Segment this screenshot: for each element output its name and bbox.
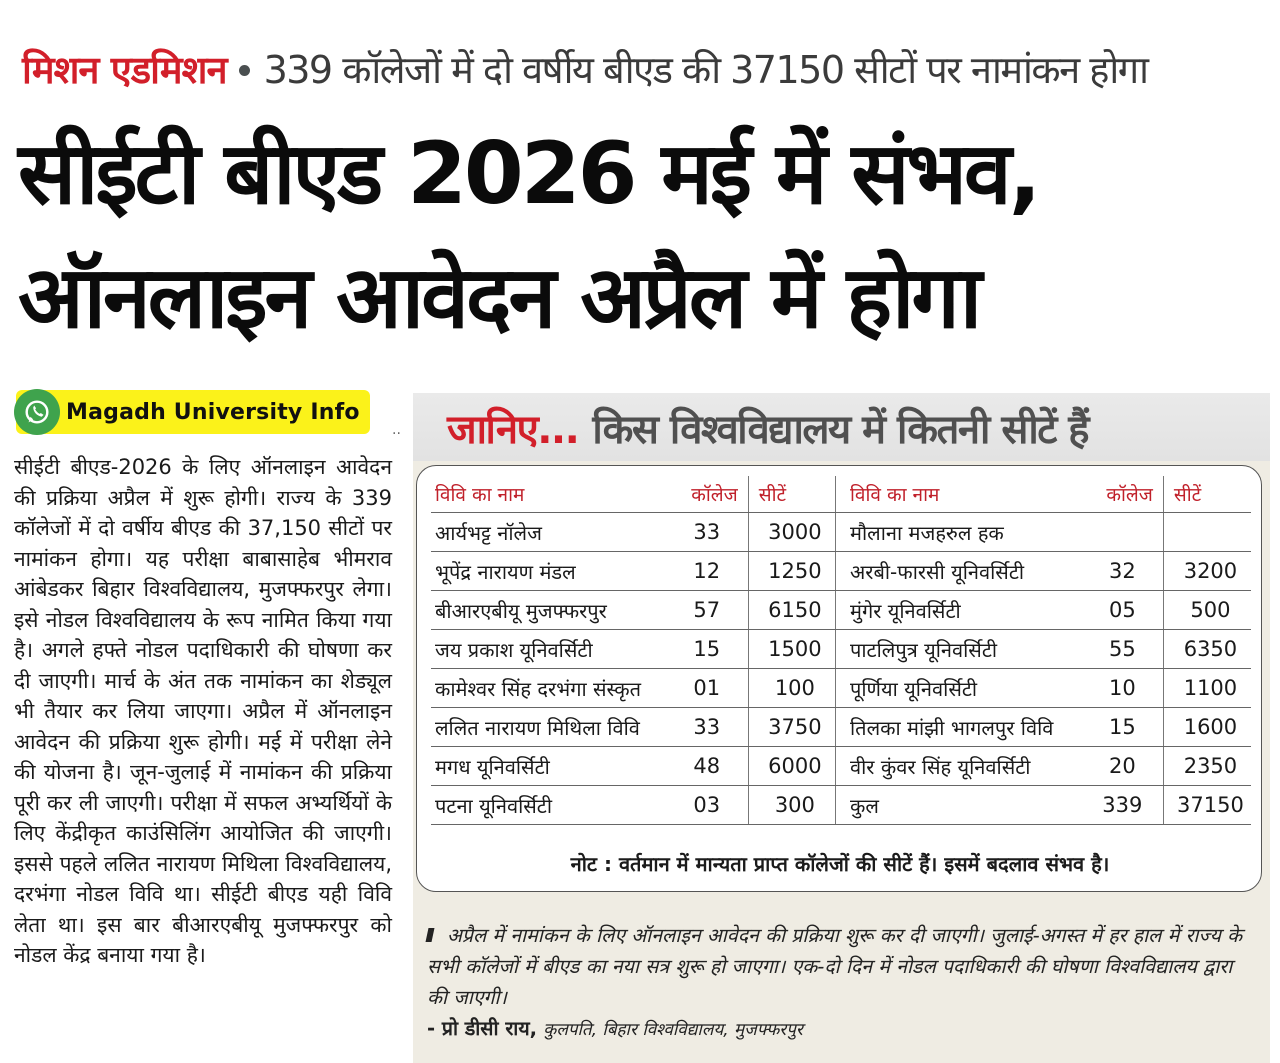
cell-colleges: 339: [1081, 785, 1164, 825]
article-body: सीईटी बीएड-2026 के लिए ऑनलाइन आवेदन की प…: [14, 452, 392, 971]
ellipsis-mark: ..: [392, 422, 401, 438]
cell-name: मुंगेर यूनिवर्सिटी: [835, 590, 1082, 630]
table-row: ललित नारायण मिथिला विवि 33 3750: [431, 707, 835, 747]
cell-seats: 300: [747, 785, 835, 825]
badge-label: Magadh University Info: [66, 399, 360, 425]
cell-seats: 2350: [1162, 746, 1251, 786]
cell-seats: [1162, 512, 1251, 552]
cell-name: मौलाना मजहरुल हक: [835, 512, 1082, 552]
headline-line-2: ऑनलाइन आवेदन अप्रैल में होगा: [18, 248, 982, 348]
cell-seats: 6150: [747, 590, 835, 630]
table-row: भूपेंद्र नारायण मंडल 12 1250: [431, 551, 835, 591]
cell-seats: 3750: [747, 707, 835, 747]
table-row: कामेश्वर सिंह दरभंगा संस्कृत 01 100: [431, 668, 835, 708]
bullet-dot-icon: [238, 64, 250, 76]
cell-seats: 3000: [747, 512, 835, 552]
cell-name: भूपेंद्र नारायण मंडल: [431, 551, 666, 591]
cell-name: पूर्णिया यूनिवर्सिटी: [835, 668, 1082, 708]
cell-name: कामेश्वर सिंह दरभंगा संस्कृत: [431, 668, 666, 708]
cell-colleges: 33: [665, 707, 749, 747]
cell-colleges: 10: [1081, 668, 1164, 708]
seats-table-right: विवि का नाम कॉलेज सीटें मौलाना मजहरुल हक…: [835, 476, 1251, 825]
seats-table-card: विवि का नाम कॉलेज सीटें आर्यभट्ट नॉलेज 33…: [416, 465, 1262, 892]
table-row: पाटलिपुत्र यूनिवर्सिटी 55 6350: [835, 629, 1251, 669]
cell-colleges: [1081, 512, 1164, 552]
cell-colleges: 32: [1081, 551, 1164, 591]
whatsapp-icon: [14, 389, 60, 435]
cell-seats: 500: [1162, 590, 1251, 630]
table-row: पूर्णिया यूनिवर्सिटी 10 1100: [835, 668, 1251, 708]
cell-seats: 100: [747, 668, 835, 708]
cell-colleges: 55: [1081, 629, 1164, 669]
cell-seats: 6350: [1162, 629, 1251, 669]
cell-colleges: 33: [665, 512, 749, 552]
table-row: मुंगेर यूनिवर्सिटी 05 500: [835, 590, 1251, 630]
seats-panel: जानिए... किस विश्वविद्यालय में कितनी सीट…: [413, 393, 1270, 1063]
cell-name: बीआरएबीयू मुजफ्फरपुर: [431, 590, 666, 630]
kicker-line: मिशन एडमिशन 339 कॉलेजों में दो वर्षीय बी…: [22, 38, 1270, 102]
cell-name: ललित नारायण मिथिला विवि: [431, 707, 666, 747]
table-row: मौलाना मजहरुल हक: [835, 512, 1251, 552]
whatsapp-badge: Magadh University Info: [14, 389, 370, 435]
article-column: Magadh University Info .. सीईटी बीएड-202…: [14, 389, 401, 971]
cell-seats: 3200: [1162, 551, 1251, 591]
cell-seats: 1250: [747, 551, 835, 591]
header-seats: सीटें: [1162, 476, 1251, 513]
table-row: वीर कुंवर सिंह यूनिवर्सिटी 20 2350: [835, 746, 1251, 786]
cell-colleges: 57: [665, 590, 749, 630]
table-row: मगध यूनिवर्सिटी 48 6000: [431, 746, 835, 786]
quote-author: - प्रो डीसी राय, कुलपति, बिहार विश्वविद्…: [427, 1013, 1247, 1046]
panel-title-red: जानिए...: [447, 406, 580, 453]
table-row: अरबी-फारसी यूनिवर्सिटी 32 3200: [835, 551, 1251, 591]
table-row: पटना यूनिवर्सिटी 03 300: [431, 785, 835, 825]
header-colleges: कॉलेज: [1081, 476, 1164, 513]
header-colleges: कॉलेज: [665, 476, 749, 513]
header-name: विवि का नाम: [431, 476, 666, 513]
kicker-tag: मिशन एडमिशन: [22, 48, 228, 92]
cell-seats: 37150: [1162, 785, 1251, 825]
cell-seats: 6000: [747, 746, 835, 786]
cell-name: अरबी-फारसी यूनिवर्सिटी: [835, 551, 1082, 591]
quote-text: अप्रैल में नामांकन के लिए ऑनलाइन आवेदन क…: [427, 924, 1243, 1009]
cell-name: आर्यभट्ट नॉलेज: [431, 512, 666, 552]
cell-colleges: 48: [665, 746, 749, 786]
quote-bullet-icon: [425, 928, 435, 942]
table-row-total: कुल 339 37150: [835, 785, 1251, 825]
quote-author-title: कुलपति, बिहार विश्वविद्यालय, मुजफ्फरपुर: [543, 1020, 803, 1040]
cell-name: कुल: [835, 785, 1082, 825]
cell-colleges: 15: [665, 629, 749, 669]
cell-name: मगध यूनिवर्सिटी: [431, 746, 666, 786]
table-row: तिलका मांझी भागलपुर विवि 15 1600: [835, 707, 1251, 747]
cell-colleges: 12: [665, 551, 749, 591]
cell-name: जय प्रकाश यूनिवर्सिटी: [431, 629, 666, 669]
cell-colleges: 03: [665, 785, 749, 825]
table-row: आर्यभट्ट नॉलेज 33 3000: [431, 512, 835, 552]
cell-colleges: 15: [1081, 707, 1164, 747]
cell-colleges: 01: [665, 668, 749, 708]
table-row: जय प्रकाश यूनिवर्सिटी 15 1500: [431, 629, 835, 669]
headline-line-1: सीईटी बीएड 2026 मई में संभव,: [18, 124, 1041, 224]
quote-author-name: - प्रो डीसी राय,: [427, 1017, 538, 1040]
cell-name: तिलका मांझी भागलपुर विवि: [835, 707, 1082, 747]
panel-title: जानिए... किस विश्वविद्यालय में कितनी सीट…: [413, 393, 1270, 461]
header-seats: सीटें: [747, 476, 835, 513]
kicker-subhead: 339 कॉलेजों में दो वर्षीय बीएड की 37150 …: [263, 48, 1149, 92]
cell-colleges: 20: [1081, 746, 1164, 786]
vc-quote: अप्रैल में नामांकन के लिए ऑनलाइन आवेदन क…: [425, 920, 1247, 1046]
cell-name: वीर कुंवर सिंह यूनिवर्सिटी: [835, 746, 1082, 786]
cell-name: पाटलिपुत्र यूनिवर्सिटी: [835, 629, 1082, 669]
cell-seats: 1600: [1162, 707, 1251, 747]
cell-seats: 1500: [747, 629, 835, 669]
article-paragraph: सीईटी बीएड-2026 के लिए ऑनलाइन आवेदन की प…: [14, 455, 392, 967]
seats-table-left: विवि का नाम कॉलेज सीटें आर्यभट्ट नॉलेज 33…: [431, 476, 835, 825]
cell-seats: 1100: [1162, 668, 1251, 708]
header-name: विवि का नाम: [835, 476, 1082, 513]
panel-title-grey: किस विश्वविद्यालय में कितनी सीटें हैं: [592, 406, 1089, 453]
headline: सीईटी बीएड 2026 मई में संभव, ऑनलाइन आवेद…: [18, 112, 1280, 360]
cell-name: पटना यूनिवर्सिटी: [431, 785, 666, 825]
seats-tables: विवि का नाम कॉलेज सीटें आर्यभट्ट नॉलेज 33…: [431, 476, 1251, 825]
table-note: नोट : वर्तमान में मान्यता प्राप्त कॉलेजो…: [570, 852, 1110, 876]
table-row: बीआरएबीयू मुजफ्फरपुर 57 6150: [431, 590, 835, 630]
cell-colleges: 05: [1081, 590, 1164, 630]
